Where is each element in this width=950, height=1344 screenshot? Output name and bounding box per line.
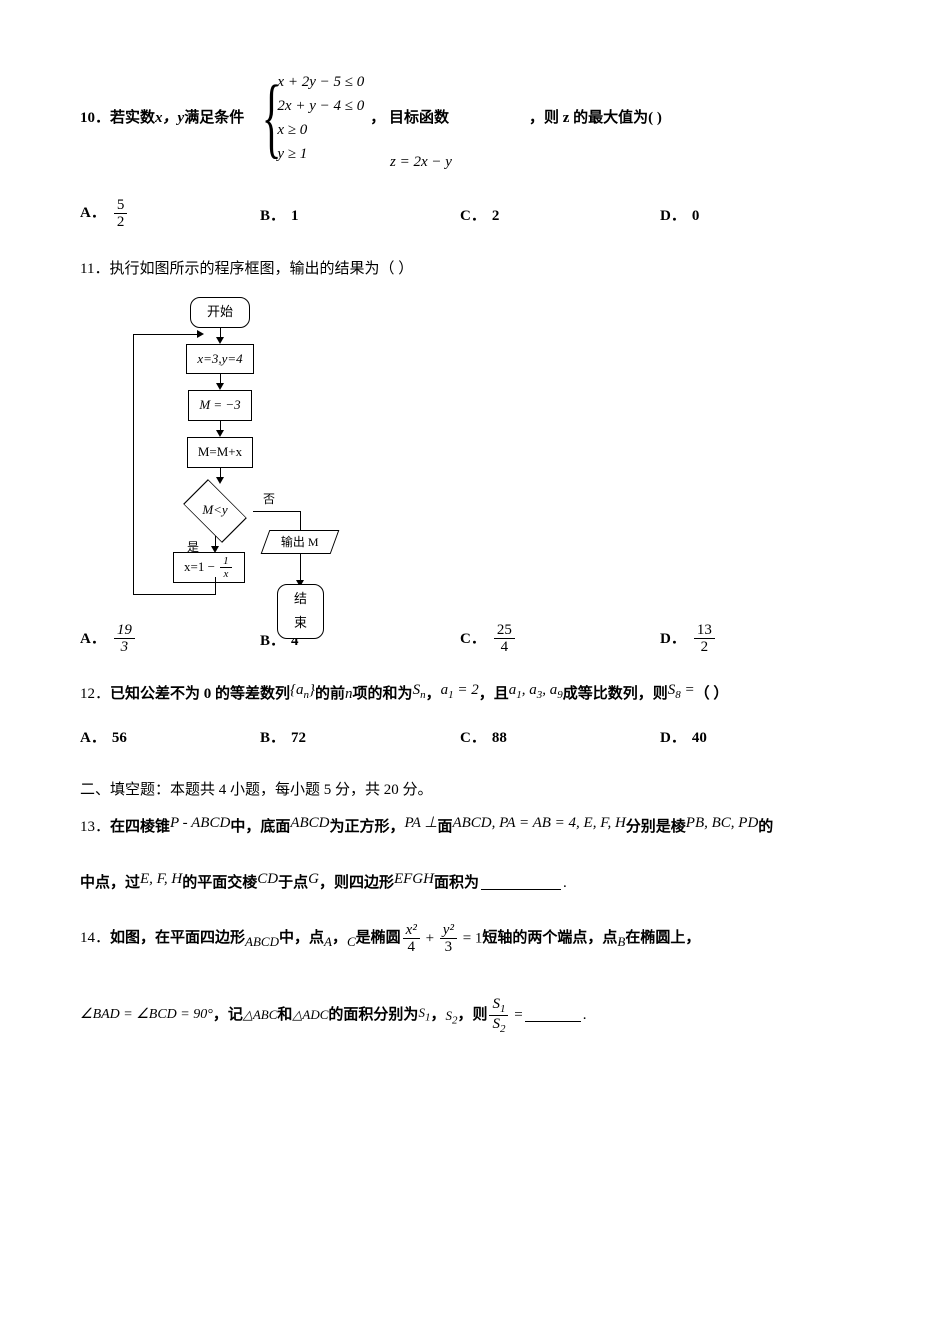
q10-number: 10． xyxy=(80,104,110,133)
fc-init: x=3,y=4 xyxy=(186,344,253,375)
fc-m-upd: M=M+x xyxy=(187,437,253,468)
q11-choices: A． 193 B． 4 C． 254 D． 132 xyxy=(80,622,870,656)
q10-choice-C: C． 2 xyxy=(460,202,660,231)
q14-blank xyxy=(525,1008,581,1022)
fc-m-init: M = −3 xyxy=(188,390,251,421)
q10-choice-B: B． 1 xyxy=(260,202,460,231)
q12-choice-B: B．72 xyxy=(260,724,460,753)
question-13: 13． 在四棱锥 P - ABCD 中，底面 ABCD 为正方形， PA ⊥ 面… xyxy=(80,813,870,898)
question-11: 11． 执行如图所示的程序框图，输出的结果为（ ） 开始 x=3,y=4 M =… xyxy=(80,255,870,656)
q10-objective: z = 2x − y xyxy=(390,148,452,177)
q14-angles: ∠BAD = ∠BCD = 90° xyxy=(80,1002,213,1029)
q14-ellipse-eq: x²4 + y²3 = 1 xyxy=(401,922,483,956)
q11-choice-C: C． 254 xyxy=(460,622,660,656)
q12-choice-A: A．56 xyxy=(80,724,260,753)
q10-sys-l4: y ≥ 1 xyxy=(277,142,364,166)
q11-number: 11． xyxy=(80,255,109,284)
fc-start: 开始 xyxy=(190,297,250,328)
q12-number: 12． xyxy=(80,680,110,709)
q14-number: 14． xyxy=(80,924,110,953)
q12-choice-C: C．88 xyxy=(460,724,660,753)
q10-sys-l3: x ≥ 0 xyxy=(277,118,364,142)
q10-sys-l2: 2x + y − 4 ≤ 0 xyxy=(277,94,364,118)
q10-sys-l1: x + 2y − 5 ≤ 0 xyxy=(277,70,364,94)
q10-vars: x，y xyxy=(155,104,184,133)
q11-flowchart: 开始 x=3,y=4 M = −3 M=M+x M<y 否 输出 M 结束 是 … xyxy=(120,297,320,608)
fc-cond: M<y xyxy=(202,498,227,523)
fc-x-upd: x=1 − 1x xyxy=(173,552,245,584)
fc-output: 输出 M xyxy=(261,530,340,554)
q10-mid3: ，则 z 的最大值为( ) xyxy=(529,104,662,133)
q12-choice-D: D．40 xyxy=(660,724,810,753)
q11-text: 执行如图所示的程序框图，输出的结果为（ ） xyxy=(109,255,413,284)
q10-choice-D: D． 0 xyxy=(660,202,810,231)
fc-end: 结束 xyxy=(277,584,324,639)
q10-lead: 若实数 xyxy=(110,104,155,133)
q12-choices: A．56 B．72 C．88 D．40 xyxy=(80,724,870,753)
q10-system: { x + 2y − 5 ≤ 0 2x + y − 4 ≤ 0 x ≥ 0 y … xyxy=(250,70,364,166)
q10-mid2: ， 目标函数 xyxy=(370,104,449,133)
q14-ratio: S1S2 = xyxy=(487,996,522,1035)
fc-branch: M<y 否 输出 M 结束 是 x=1 − 1x xyxy=(125,484,315,608)
q11-choice-A: A． 193 xyxy=(80,622,260,656)
question-14: 14． 如图，在平面四边形 ABCD 中，点 A ， C 是椭圆 x²4 + y… xyxy=(80,922,870,1035)
question-10: 10． 若实数 x，y 满足条件 { x + 2y − 5 ≤ 0 2x + y… xyxy=(80,70,870,231)
q13-blank xyxy=(481,877,561,891)
q13-number: 13． xyxy=(80,813,110,842)
question-12: 12． 已知公差不为 0 的等差数列 {an} 的前 n 项的和为 Sn ， a… xyxy=(80,680,870,752)
q10-mid1: 满足条件 xyxy=(184,104,244,133)
q10-choices: A． 52 B． 1 C． 2 D． 0 xyxy=(80,197,870,231)
q11-choice-D: D． 132 xyxy=(660,622,810,656)
section-2-header: 二、填空题：本题共 4 小题，每小题 5 分，共 20 分。 xyxy=(80,776,870,805)
q10-choice-A: A． 52 xyxy=(80,197,260,231)
fc-no: 否 xyxy=(263,488,275,511)
